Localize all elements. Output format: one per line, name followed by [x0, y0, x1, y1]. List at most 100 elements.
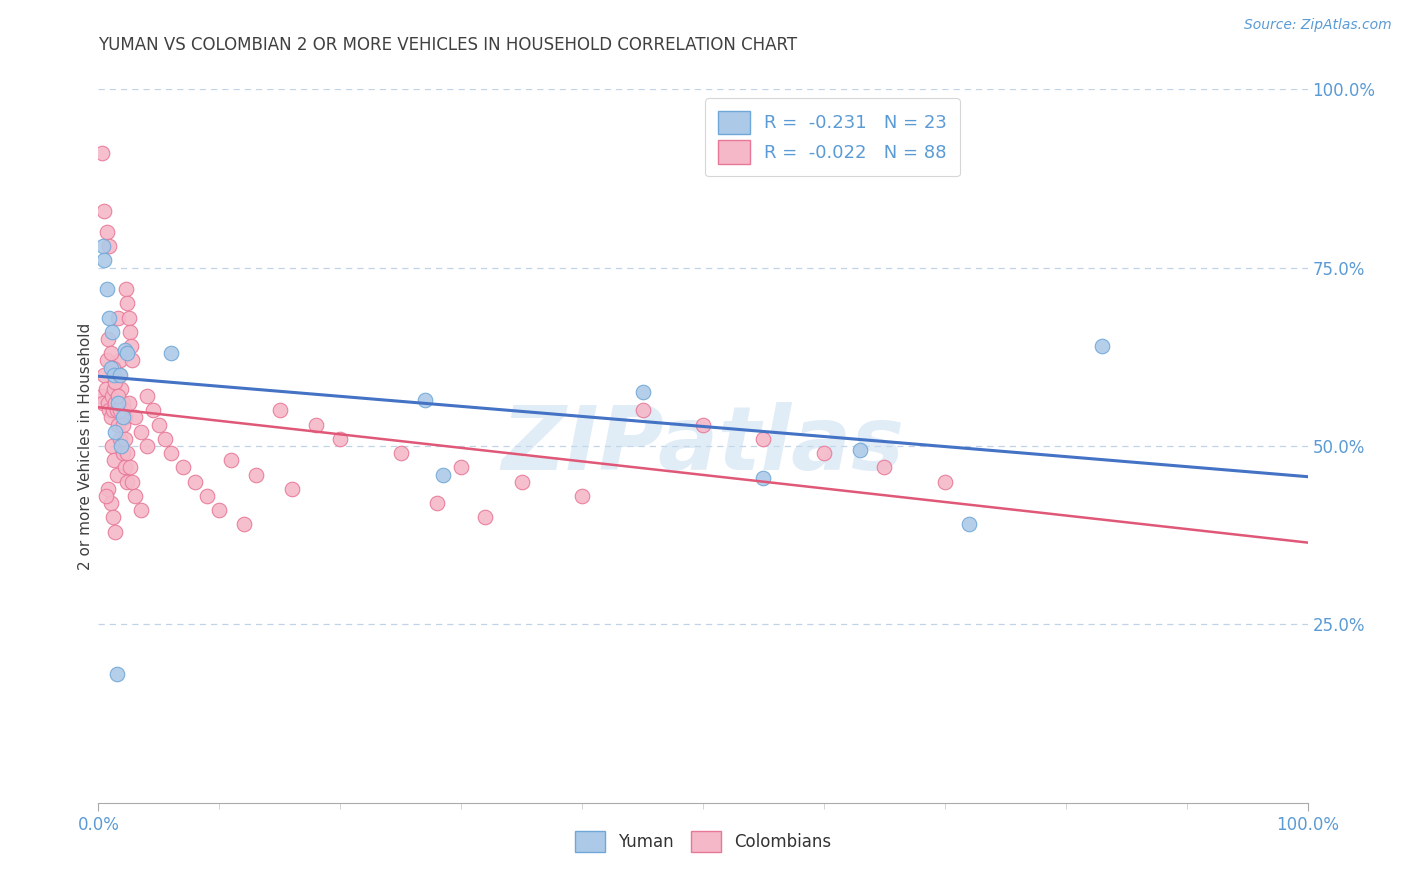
Point	[426, 496, 449, 510]
Point	[115, 282, 138, 296]
Point	[101, 360, 124, 375]
Point	[94, 382, 117, 396]
Point	[100, 346, 122, 360]
Point	[97, 396, 120, 410]
Point	[108, 432, 131, 446]
Point	[114, 410, 136, 425]
Point	[813, 446, 835, 460]
Point	[120, 339, 142, 353]
Point	[160, 446, 183, 460]
Point	[934, 475, 956, 489]
Point	[98, 403, 121, 417]
Point	[100, 439, 122, 453]
Point	[631, 403, 654, 417]
Point	[389, 446, 412, 460]
Point	[631, 385, 654, 400]
Point	[118, 396, 141, 410]
Point	[91, 389, 114, 403]
Point	[108, 353, 131, 368]
Point	[107, 396, 129, 410]
Point	[752, 471, 775, 485]
Text: Source: ZipAtlas.com: Source: ZipAtlas.com	[1244, 18, 1392, 32]
Point	[195, 489, 218, 503]
Point	[108, 368, 131, 382]
Point	[104, 524, 127, 539]
Point	[114, 343, 136, 357]
Point	[108, 403, 131, 417]
Point	[510, 475, 533, 489]
Point	[103, 382, 125, 396]
Point	[129, 503, 152, 517]
Point	[94, 489, 117, 503]
Point	[91, 239, 114, 253]
Y-axis label: 2 or more Vehicles in Household: 2 or more Vehicles in Household	[77, 322, 93, 570]
Point	[103, 453, 125, 467]
Point	[124, 410, 146, 425]
Point	[752, 432, 775, 446]
Point	[103, 368, 125, 382]
Point	[129, 425, 152, 439]
Point	[232, 517, 254, 532]
Point	[98, 239, 121, 253]
Point	[93, 368, 115, 382]
Point	[118, 325, 141, 339]
Point	[111, 396, 134, 410]
Point	[111, 446, 134, 460]
Point	[281, 482, 304, 496]
Point	[100, 360, 122, 375]
Point	[100, 410, 122, 425]
Point	[450, 460, 472, 475]
Point	[104, 375, 127, 389]
Point	[98, 310, 121, 325]
Point	[121, 475, 143, 489]
Point	[104, 396, 127, 410]
Point	[110, 439, 132, 453]
Point	[1091, 339, 1114, 353]
Point	[118, 310, 141, 325]
Text: ZIPatlas: ZIPatlas	[502, 402, 904, 490]
Point	[101, 403, 124, 417]
Point	[124, 489, 146, 503]
Point	[114, 460, 136, 475]
Point	[100, 389, 122, 403]
Point	[117, 346, 139, 360]
Point	[112, 403, 135, 417]
Point	[107, 417, 129, 432]
Text: YUMAN VS COLOMBIAN 2 OR MORE VEHICLES IN HOUSEHOLD CORRELATION CHART: YUMAN VS COLOMBIAN 2 OR MORE VEHICLES IN…	[98, 36, 797, 54]
Point	[117, 296, 139, 310]
Point	[245, 467, 267, 482]
Point	[184, 475, 207, 489]
Point	[100, 496, 122, 510]
Point	[93, 203, 115, 218]
Point	[153, 432, 176, 446]
Point	[329, 432, 352, 446]
Point	[111, 417, 134, 432]
Point	[100, 325, 122, 339]
Point	[97, 482, 120, 496]
Point	[96, 282, 118, 296]
Point	[121, 353, 143, 368]
Point	[91, 396, 114, 410]
Point	[105, 403, 128, 417]
Point	[105, 667, 128, 681]
Point	[160, 346, 183, 360]
Point	[571, 489, 593, 503]
Point	[105, 467, 128, 482]
Point	[111, 410, 134, 425]
Point	[114, 432, 136, 446]
Point	[142, 403, 165, 417]
Point	[432, 467, 454, 482]
Point	[96, 353, 118, 368]
Point	[96, 225, 118, 239]
Point	[104, 425, 127, 439]
Point	[108, 368, 131, 382]
Point	[269, 403, 291, 417]
Point	[107, 389, 129, 403]
Point	[957, 517, 980, 532]
Point	[849, 442, 872, 457]
Point	[135, 439, 157, 453]
Point	[91, 146, 114, 161]
Point	[208, 503, 231, 517]
Point	[474, 510, 496, 524]
Point	[305, 417, 328, 432]
